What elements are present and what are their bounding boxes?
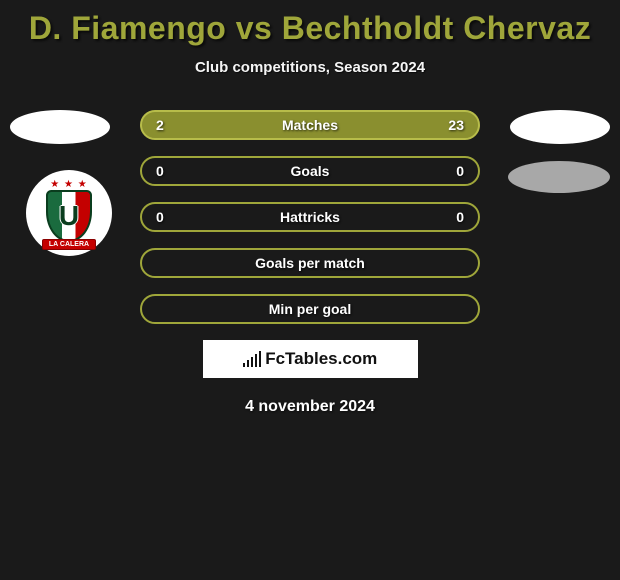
team-left-placeholder xyxy=(10,110,110,144)
comparison-area: ★ ★ ★ U LA CALERA 2 23 Matches 0 0 Goals 0 0 Hat… xyxy=(0,110,620,324)
stat-value-left: 0 xyxy=(156,209,164,225)
badge-shield-icon: U xyxy=(46,190,92,242)
team-right-placeholder-2 xyxy=(508,161,610,193)
brand-prefix: Fc xyxy=(265,349,285,368)
stat-value-right: 0 xyxy=(456,163,464,179)
stat-row: Min per goal xyxy=(140,294,480,324)
stat-label: Matches xyxy=(282,117,338,133)
stat-label: Min per goal xyxy=(269,301,351,317)
stat-value-left: 2 xyxy=(156,117,164,133)
footer-brand: FcTables.com xyxy=(203,340,418,378)
footer-date: 4 november 2024 xyxy=(0,398,620,416)
stat-value-left: 0 xyxy=(156,163,164,179)
stat-label: Goals per match xyxy=(255,255,365,271)
stat-row: 0 0 Goals xyxy=(140,156,480,186)
stat-row: 0 0 Hattricks xyxy=(140,202,480,232)
badge-stars-icon: ★ ★ ★ xyxy=(50,179,87,190)
team-right-placeholder-1 xyxy=(510,110,610,144)
page-title: D. Fiamengo vs Bechtholdt Chervaz xyxy=(0,0,620,47)
badge-letter: U xyxy=(59,200,79,232)
stat-value-right: 23 xyxy=(448,117,464,133)
stat-row: 2 23 Matches xyxy=(140,110,480,140)
stat-row: Goals per match xyxy=(140,248,480,278)
subtitle: Club competitions, Season 2024 xyxy=(0,59,620,76)
stat-value-right: 0 xyxy=(456,209,464,225)
stat-list: 2 23 Matches 0 0 Goals 0 0 Hattricks Goals per ma… xyxy=(140,110,480,324)
stat-label: Hattricks xyxy=(280,209,340,225)
brand-suffix: Tables.com xyxy=(285,349,377,368)
stat-label: Goals xyxy=(291,163,330,179)
badge-banner: LA CALERA xyxy=(42,239,96,250)
club-badge: ★ ★ ★ U LA CALERA xyxy=(26,170,112,256)
brand-bars-icon xyxy=(243,351,262,367)
